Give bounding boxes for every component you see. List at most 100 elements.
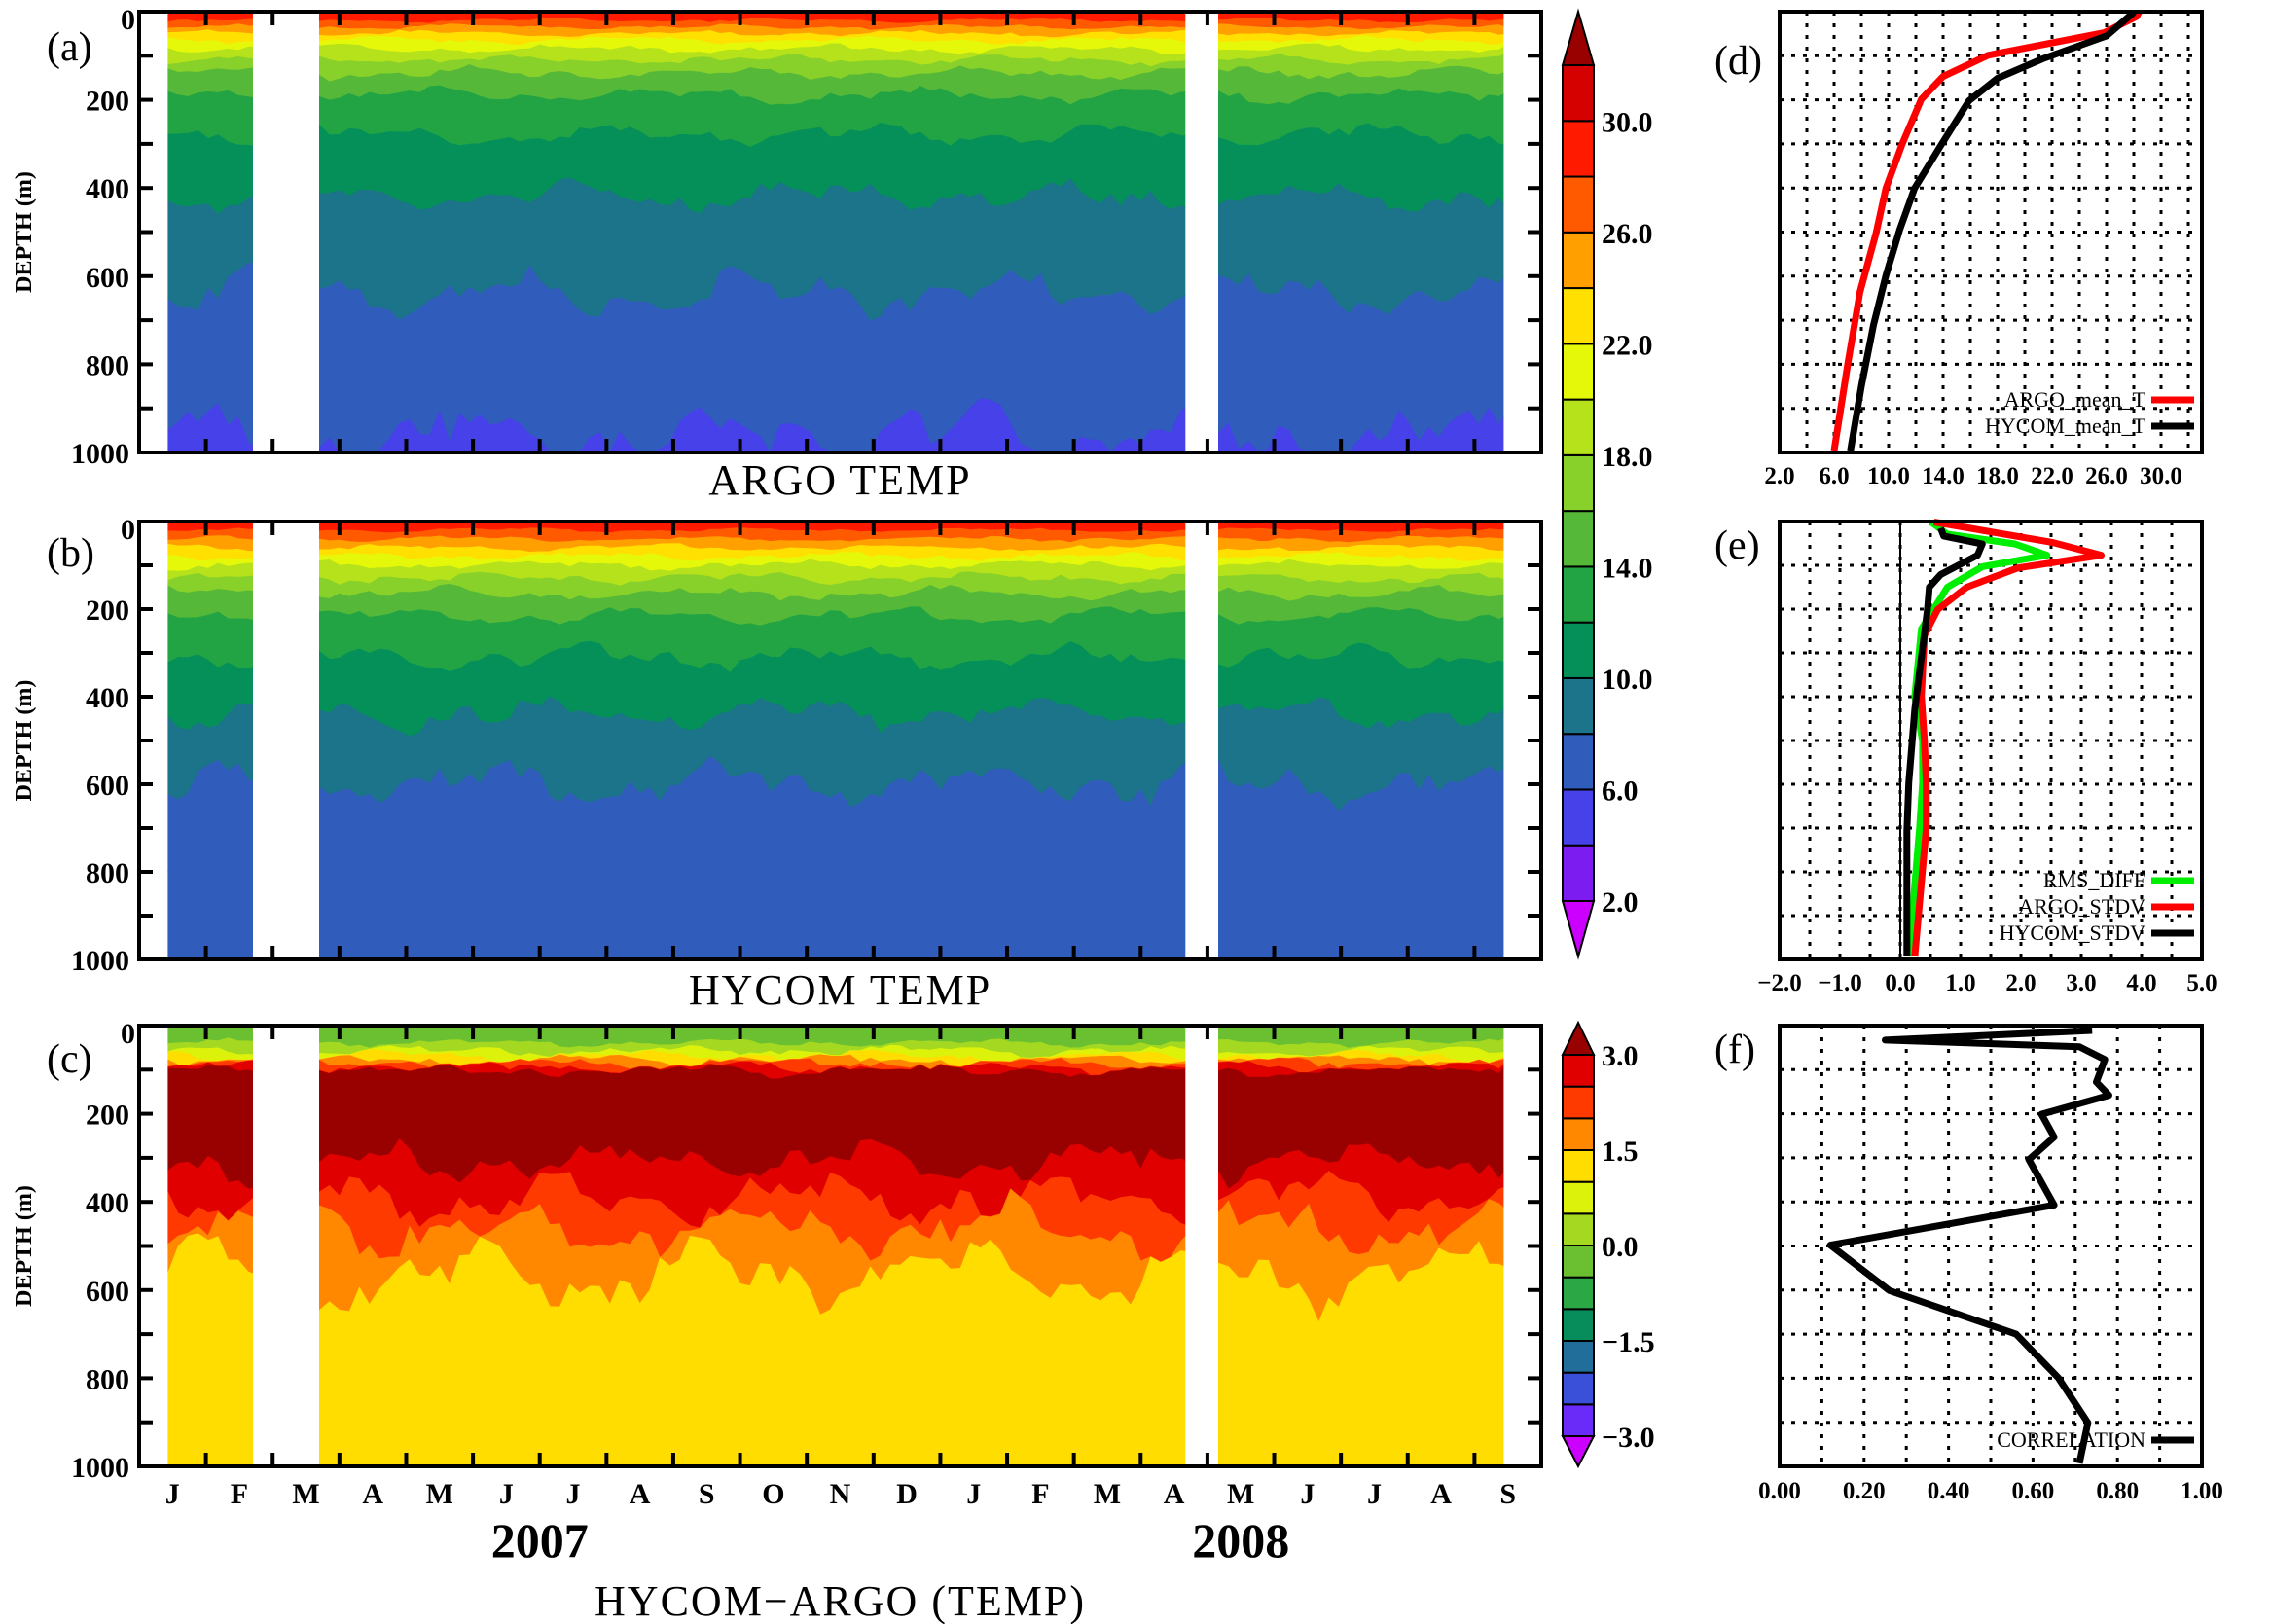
y-tick-label: 1000 bbox=[71, 1452, 129, 1484]
panel-title: ARGO TEMP bbox=[708, 456, 971, 504]
colorbar-label: 2.0 bbox=[1602, 886, 1639, 919]
y-tick-label: 1000 bbox=[71, 438, 129, 470]
month-label: N bbox=[830, 1478, 851, 1510]
legend-label: ARGO_mean_T bbox=[2004, 387, 2146, 412]
contour-band bbox=[1218, 1241, 1504, 1467]
colorbar-box bbox=[1562, 1308, 1595, 1343]
x-tick-label: 0.0 bbox=[1885, 970, 1915, 996]
colorbar-box bbox=[1562, 64, 1595, 123]
y-tick-label: 800 bbox=[86, 857, 129, 889]
profile-line bbox=[1903, 526, 1986, 956]
colorbar-box bbox=[1562, 844, 1595, 903]
colorbar-box bbox=[1562, 1149, 1595, 1183]
colorbar-box bbox=[1562, 510, 1595, 568]
plot-frame bbox=[1778, 10, 2204, 454]
panel-label: (c) bbox=[47, 1037, 92, 1082]
month-label: M bbox=[292, 1478, 319, 1510]
colorbar-box bbox=[1562, 1245, 1595, 1279]
month-label: M bbox=[1227, 1478, 1254, 1510]
panel-label: (a) bbox=[47, 25, 92, 70]
colorbar-box bbox=[1562, 1085, 1595, 1120]
month-label: J bbox=[1367, 1478, 1382, 1510]
y-axis-label: DEPTH (m) bbox=[12, 1185, 37, 1307]
x-tick-label: −2.0 bbox=[1757, 970, 1802, 996]
colorbar-label: 22.0 bbox=[1602, 329, 1653, 361]
colorbar-under-triangle bbox=[1561, 1435, 1596, 1469]
legend-label: CORRELATION bbox=[1997, 1427, 2145, 1452]
x-tick-label: 0.80 bbox=[2096, 1478, 2139, 1504]
profile-line bbox=[1847, 9, 2137, 451]
colorbar-box bbox=[1562, 733, 1595, 791]
colorbar-label: −1.5 bbox=[1602, 1326, 1655, 1358]
x-tick-label: 1.00 bbox=[2181, 1478, 2223, 1504]
plot-frame bbox=[1778, 1024, 2204, 1468]
y-tick-label: 0 bbox=[121, 1018, 135, 1050]
x-tick-label: 10.0 bbox=[1867, 463, 1910, 489]
y-tick-label: 400 bbox=[86, 173, 129, 205]
colorbar-label: −3.0 bbox=[1602, 1422, 1655, 1454]
y-tick-label: 200 bbox=[86, 1100, 129, 1132]
month-label: O bbox=[762, 1478, 784, 1510]
month-label: D bbox=[896, 1478, 918, 1510]
colorbar-box bbox=[1562, 398, 1595, 456]
panel-label: (d) bbox=[1714, 39, 1762, 84]
colorbar-box bbox=[1562, 1403, 1595, 1438]
y-tick-label: 800 bbox=[86, 349, 129, 381]
x-tick-label: 18.0 bbox=[1976, 463, 2019, 489]
x-tick-label: 30.0 bbox=[2140, 463, 2182, 489]
profile-line bbox=[1905, 519, 2051, 957]
x-tick-label: 1.0 bbox=[1945, 970, 1975, 996]
year-label: 2007 bbox=[491, 1513, 589, 1568]
colorbar-box bbox=[1562, 1371, 1595, 1406]
x-tick-label: 0.00 bbox=[1758, 1478, 1801, 1504]
y-tick-label: 400 bbox=[86, 682, 129, 714]
month-label: M bbox=[1094, 1478, 1121, 1510]
x-tick-label: 14.0 bbox=[1922, 463, 1965, 489]
profile-line bbox=[1830, 10, 2143, 451]
y-tick-label: 1000 bbox=[71, 945, 129, 977]
colorbar-label: 10.0 bbox=[1602, 664, 1653, 696]
month-label: A bbox=[630, 1478, 651, 1510]
colorbar-label: 26.0 bbox=[1602, 218, 1653, 250]
panel-label: (e) bbox=[1714, 523, 1760, 568]
x-tick-label: 26.0 bbox=[2085, 463, 2128, 489]
colorbar-box bbox=[1562, 287, 1595, 345]
colorbar-over-triangle bbox=[1561, 8, 1596, 66]
colorbar-box bbox=[1562, 453, 1595, 513]
y-axis-label: DEPTH (m) bbox=[12, 171, 37, 293]
x-tick-label: 4.0 bbox=[2126, 970, 2156, 996]
legend-label: RMS_DIFF bbox=[2043, 868, 2145, 892]
legend-label: ARGO_STDV bbox=[2018, 894, 2145, 919]
contour-band bbox=[167, 1233, 254, 1467]
month-label: A bbox=[362, 1478, 383, 1510]
panel-title: HYCOM−ARGO (TEMP) bbox=[595, 1577, 1086, 1624]
colorbar-box bbox=[1562, 676, 1595, 736]
legend-label: HYCOM_mean_T bbox=[1985, 414, 2146, 438]
y-tick-label: 600 bbox=[86, 770, 129, 802]
panel-title: HYCOM TEMP bbox=[689, 966, 991, 1014]
contour-panel-c: 0 200 400 600 800 1000 DEPTH (m) HYCOM−ARGO (TE… bbox=[12, 1018, 1543, 1624]
x-tick-label: 2.0 bbox=[1764, 463, 1794, 489]
colorbar-box bbox=[1562, 1180, 1595, 1215]
x-tick-label: −1.0 bbox=[1818, 970, 1862, 996]
plot-frame bbox=[1778, 520, 2204, 961]
colorbar-box bbox=[1562, 120, 1595, 178]
colorbar-box bbox=[1562, 565, 1595, 624]
colorbar-label: 1.5 bbox=[1602, 1136, 1639, 1168]
colorbar-under-triangle bbox=[1561, 900, 1596, 960]
profile-line bbox=[1911, 519, 2105, 957]
colorbar-box bbox=[1562, 231, 1595, 290]
y-tick-label: 0 bbox=[121, 514, 135, 546]
colorbar-box bbox=[1562, 175, 1595, 234]
x-tick-label: 3.0 bbox=[2066, 970, 2096, 996]
x-tick-label: 6.0 bbox=[1819, 463, 1849, 489]
x-tick-label: 5.0 bbox=[2186, 970, 2217, 996]
temperature-colorbar: 2.0 6.0 10.0 14.0 18.0 22.0 26.0 30.0 bbox=[1561, 8, 1653, 960]
y-tick-label: 0 bbox=[121, 4, 135, 36]
colorbar-box bbox=[1562, 788, 1595, 847]
month-label: J bbox=[499, 1478, 514, 1510]
y-axis-label: DEPTH (m) bbox=[12, 680, 37, 802]
profile-panel-f: 0.00 0.20 0.40 0.60 0.80 1.00 CORRELATION (f) bbox=[1714, 1024, 2223, 1504]
month-label: S bbox=[1499, 1478, 1516, 1510]
